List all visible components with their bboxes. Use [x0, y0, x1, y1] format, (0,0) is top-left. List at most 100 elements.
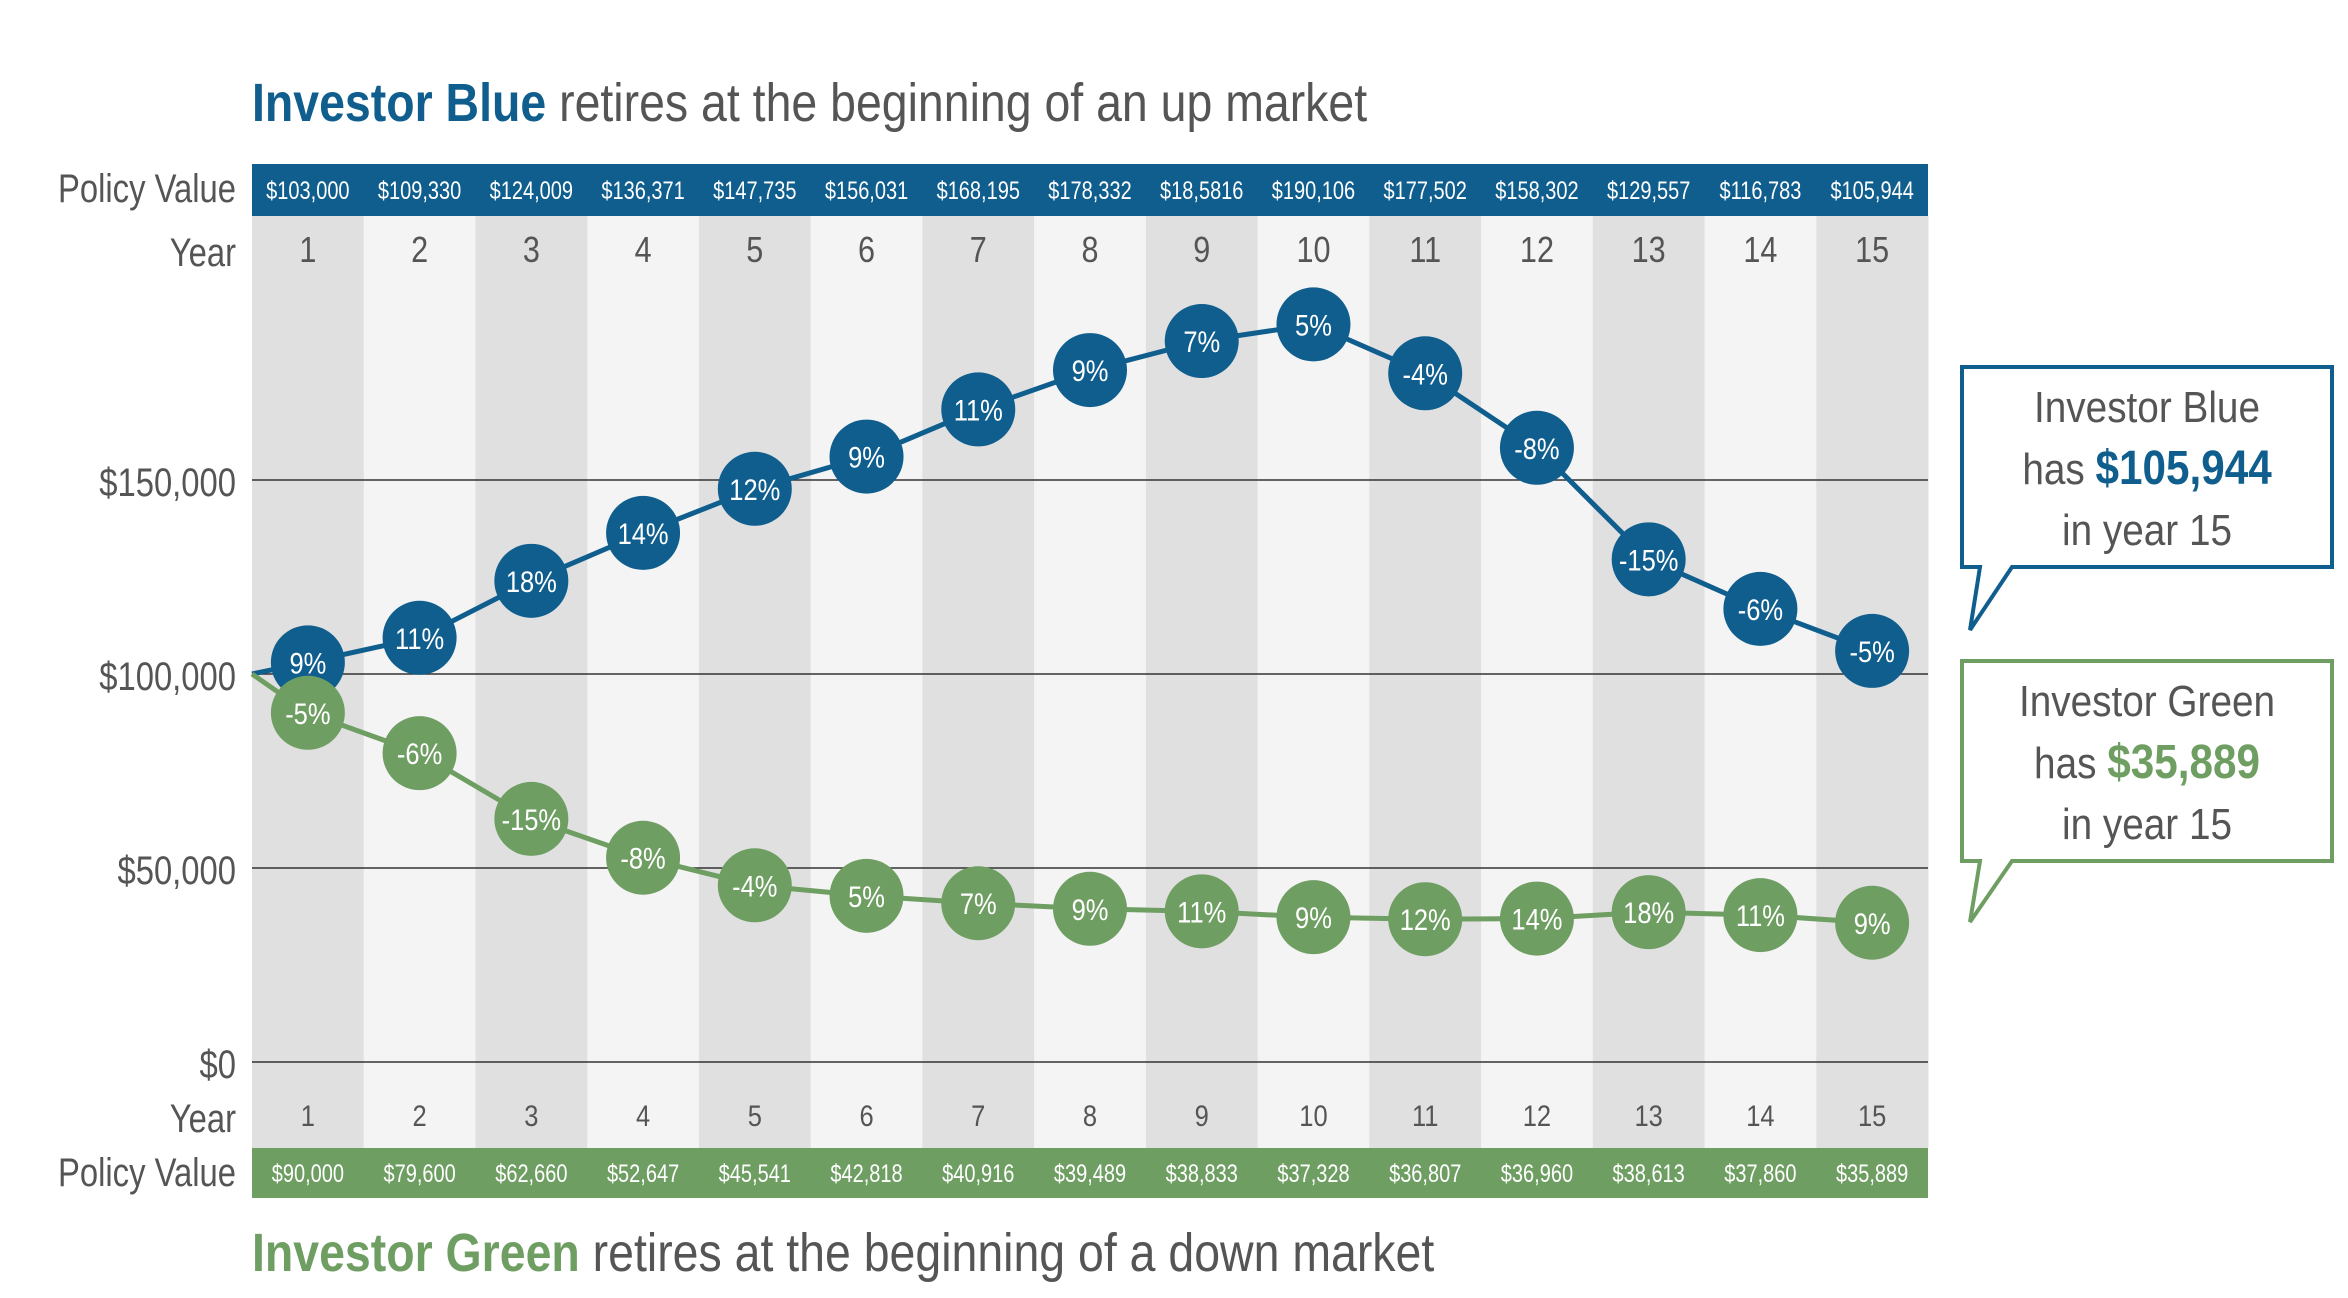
year-label-bottom: Year — [170, 1096, 236, 1141]
policy-value-green: $62,660 — [495, 1160, 567, 1188]
point-blue — [717, 451, 792, 526]
y-axis-ticks: $0 $50,000 $100,000 $150,000 — [99, 460, 236, 1087]
policy-value-blue: $129,557 — [1607, 177, 1690, 205]
policy-value-green: $39,489 — [1054, 1160, 1126, 1188]
year-label-top: Year — [170, 230, 236, 275]
return-label-blue: -4% — [1403, 357, 1448, 390]
point-green — [1835, 885, 1910, 960]
callout-green-line1: Investor Green — [2018, 677, 2276, 726]
point-blue — [1499, 410, 1574, 485]
column-stripe — [1704, 216, 1817, 1148]
year-labels: 1122334455667788991010111112121313141415… — [299, 231, 1889, 1133]
year-number-bottom: 5 — [748, 1099, 762, 1132]
point-green — [1723, 878, 1798, 953]
policy-value-blue: $158,302 — [1495, 177, 1578, 205]
year-number-top: 15 — [1855, 231, 1889, 271]
point-green — [1276, 880, 1351, 955]
return-label-green: -5% — [285, 697, 330, 730]
callout-blue-has: has — [2022, 445, 2096, 494]
return-label-green: 18% — [1623, 896, 1674, 929]
return-label-green: 7% — [960, 887, 997, 920]
policy-value-blue: $18,5816 — [1160, 177, 1243, 205]
policy-value-green: $45,541 — [719, 1160, 791, 1188]
policy-value-blue: $168,195 — [937, 177, 1020, 205]
callout-green: Investor Green has $35,889 in year 15 — [1984, 671, 2310, 855]
return-label-blue: 9% — [848, 441, 885, 474]
column-stripe — [922, 216, 1035, 1148]
return-label-green: -15% — [502, 803, 562, 836]
return-label-blue: 11% — [954, 393, 1003, 426]
top-title-rest: retires at the beginning of an up market — [546, 73, 1368, 133]
policy-value-blue: $178,332 — [1048, 177, 1131, 205]
policy-value-blue: $147,735 — [713, 177, 796, 205]
year-number-bottom: 11 — [1412, 1099, 1438, 1132]
year-number-bottom: 2 — [413, 1099, 427, 1132]
y-tick-label: $150,000 — [99, 460, 236, 505]
bottom-title-highlight: Investor Green — [252, 1223, 580, 1283]
return-label-green: 11% — [1736, 899, 1785, 932]
point-blue — [1835, 613, 1910, 688]
year-number-top: 6 — [858, 231, 875, 271]
return-label-green: 9% — [1072, 893, 1109, 926]
policy-value-green: $40,916 — [942, 1160, 1014, 1188]
year-number-top: 3 — [523, 231, 540, 271]
year-number-bottom: 1 — [301, 1099, 315, 1132]
bottom-title: Investor Green retires at the beginning … — [252, 1222, 1434, 1284]
policy-value-blue: $136,371 — [601, 177, 684, 205]
year-number-top: 8 — [1081, 231, 1098, 271]
policy-value-blue: $190,106 — [1272, 177, 1355, 205]
return-label-blue: -8% — [1514, 432, 1559, 465]
point-blue — [941, 372, 1016, 447]
callout-blue-line1: Investor Blue — [2034, 383, 2260, 432]
point-blue — [829, 419, 904, 494]
policy-value-green: $52,647 — [607, 1160, 679, 1188]
return-label-blue: -15% — [1619, 543, 1679, 576]
return-label-blue: 11% — [395, 622, 444, 655]
year-number-top: 2 — [411, 231, 428, 271]
return-label-green: 11% — [1177, 895, 1226, 928]
column-stripes — [252, 216, 1929, 1148]
gridlines — [252, 479, 1928, 1063]
policy-value-green: $36,960 — [1501, 1160, 1573, 1188]
policy-value-blue: $177,502 — [1384, 177, 1467, 205]
policy-value-green: $38,613 — [1613, 1160, 1685, 1188]
return-label-green: 9% — [1854, 907, 1891, 940]
year-number-bottom: 14 — [1746, 1099, 1774, 1132]
return-label-blue: -6% — [1738, 593, 1783, 626]
return-label-blue: 12% — [729, 473, 780, 506]
column-stripe — [475, 216, 588, 1148]
row-labels: Policy Value Year Year Policy Value — [58, 166, 236, 1195]
year-number-top: 10 — [1296, 231, 1330, 271]
policy-value-green: $79,600 — [383, 1160, 455, 1188]
y-tick-label: $100,000 — [99, 654, 236, 699]
year-number-bottom: 3 — [524, 1099, 538, 1132]
return-label-green: 12% — [1400, 903, 1451, 936]
year-number-top: 14 — [1743, 231, 1777, 271]
policy-value-green: $37,328 — [1277, 1160, 1349, 1188]
return-label-blue: 7% — [1183, 325, 1220, 358]
policy-value-label-bottom: Policy Value — [58, 1150, 236, 1195]
y-tick-label: $0 — [200, 1042, 236, 1087]
column-stripe — [363, 216, 476, 1148]
policy-value-green: $38,833 — [1166, 1160, 1238, 1188]
point-blue — [1611, 522, 1686, 597]
bottom-policy-value-band: $90,000 $79,600 $62,660 $52,647 $45,541 $42,8… — [252, 1148, 1928, 1198]
year-number-bottom: 8 — [1083, 1099, 1097, 1132]
year-number-bottom: 4 — [636, 1099, 650, 1132]
point-blue — [494, 543, 569, 618]
point-green — [717, 848, 792, 923]
year-number-bottom: 12 — [1523, 1099, 1551, 1132]
top-band-bg — [252, 164, 1928, 216]
point-green — [606, 820, 681, 895]
series-lines: 9% 11% 18% 14% 12% 9% 11% 9% 7% 5% -4% -8% -15% -6% -5… — [250, 287, 1910, 960]
point-blue — [1053, 333, 1127, 408]
column-stripe — [698, 216, 812, 1148]
policy-value-blue: $116,783 — [1719, 177, 1801, 205]
point-blue — [606, 495, 681, 570]
return-label-blue: 9% — [1072, 354, 1109, 387]
column-stripe — [1481, 216, 1594, 1148]
policy-value-blue: $124,009 — [490, 177, 573, 205]
policy-value-blue: $105,944 — [1830, 177, 1913, 205]
point-green — [494, 781, 569, 856]
callout-blue-line3: in year 15 — [2061, 506, 2233, 555]
